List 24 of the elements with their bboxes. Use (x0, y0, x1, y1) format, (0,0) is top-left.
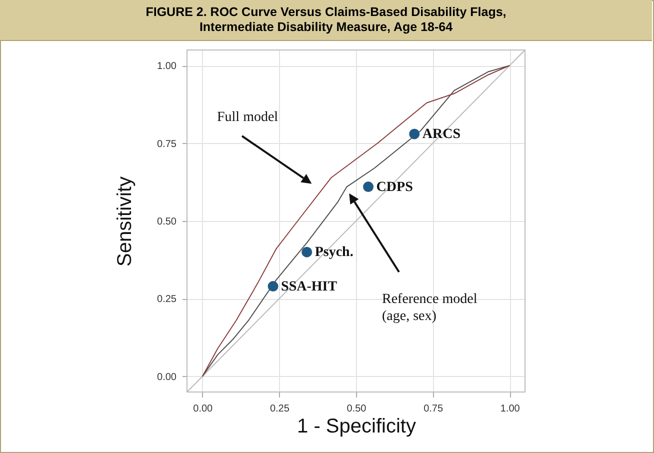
x-tick-label: 0.00 (193, 404, 214, 414)
y-tick-label: 1.00 (157, 61, 177, 72)
series-label: ARCS (422, 126, 461, 142)
chart-title: FIGURE 2. ROC Curve Versus Claims-Based Disability Flags, Intermediate Disability Measure, Age 18-64 (144, 5, 508, 35)
y-tick-label: 0.75 (157, 138, 177, 150)
point (409, 128, 420, 140)
annotation: Reference model (age, sex) (382, 292, 478, 324)
line-series (202, 65, 510, 377)
x-tick-label: 0.75 (424, 404, 444, 414)
point (302, 246, 312, 258)
y-tick-label: 0.00 (157, 372, 177, 383)
annotation: Full model (217, 110, 278, 125)
series-label: SSA-HIT (281, 279, 338, 294)
y-tick-label: 0.25 (157, 294, 177, 306)
x-tick-label: 1.00 (500, 404, 520, 414)
x-tick-label: 0.50 (346, 404, 367, 414)
point (268, 281, 278, 292)
y-tick-label: 0.50 (157, 216, 177, 228)
point (363, 182, 374, 192)
series-label: CDPS (376, 180, 414, 195)
x-axis-title: 1 - Specificity (297, 416, 416, 438)
series-label: Psych. (314, 245, 354, 260)
x-tick-label: 0.25 (270, 404, 290, 414)
y-axis-title: Sensitivity (114, 176, 136, 267)
